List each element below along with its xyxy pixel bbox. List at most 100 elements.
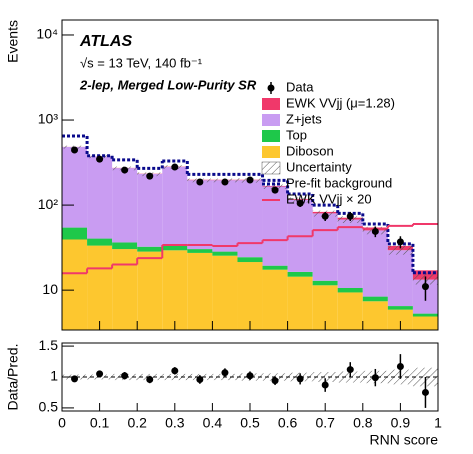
stack-bar (62, 239, 88, 330)
stack-bar (212, 180, 238, 252)
stack-bar (162, 245, 188, 251)
data-point (246, 176, 254, 184)
data-point (396, 238, 404, 246)
data-point (221, 178, 229, 186)
stack-bar (262, 186, 288, 266)
x-tick-label: 1 (434, 415, 442, 431)
legend-swatch (262, 146, 280, 158)
stack-bar (212, 255, 238, 330)
stack-bar (262, 269, 288, 330)
x-tick-label: 0.3 (165, 415, 185, 431)
data-point (196, 178, 204, 186)
stack-bar (62, 227, 88, 240)
ratio-point (321, 381, 329, 389)
y-tick-label: 10² (38, 196, 59, 212)
region-label: 2-lep, Merged Low-Purity SR (79, 77, 257, 92)
stack-bar (212, 251, 238, 256)
stack-bar (287, 271, 313, 277)
legend-swatch (262, 130, 280, 142)
legend-label: Top (286, 127, 307, 142)
stack-bar (237, 180, 263, 258)
data-point (271, 186, 279, 194)
stack-bar (312, 213, 338, 281)
ratio-point (421, 388, 429, 396)
stack-bar (112, 242, 138, 250)
stack-bar (287, 276, 313, 330)
ratio-point (96, 370, 104, 378)
stack-bar (87, 156, 113, 239)
stack-bar (137, 173, 163, 247)
stack-bar (412, 313, 438, 317)
legend-swatch (261, 161, 281, 175)
x-tick-label: 0 (58, 415, 66, 431)
stack-bar (337, 219, 363, 288)
stack-bar (337, 287, 363, 293)
stack-bar (162, 250, 188, 330)
data-point (146, 172, 154, 180)
x-tick-label: 0.6 (278, 415, 298, 431)
ratio-point (371, 374, 379, 382)
stack-bar (362, 301, 388, 330)
y-axis-label: Events (5, 20, 21, 63)
legend-label: Data (286, 79, 314, 94)
ratio-point (246, 372, 254, 380)
stack-bar (187, 252, 213, 330)
ratio-point (71, 375, 79, 383)
legend-label: Uncertainty (286, 159, 352, 174)
legend-label: EWK VVjj × 20 (286, 191, 372, 206)
data-point (296, 199, 304, 207)
ratio-point (121, 372, 129, 380)
stack-bar (137, 251, 163, 330)
data-point (321, 212, 329, 220)
stack-bar (237, 257, 263, 263)
frame (61, 342, 439, 412)
stack-bar (237, 262, 263, 330)
stack-bar (112, 168, 138, 243)
stack-bar (262, 265, 288, 270)
x-tick-label: 0.7 (315, 415, 335, 431)
x-tick-label: 0.9 (391, 415, 411, 431)
stack-bar (387, 250, 413, 307)
stack-bar (187, 249, 213, 253)
data-point (346, 212, 354, 220)
ratio-point (146, 375, 154, 383)
atlas-label: ATLAS (79, 33, 132, 50)
ratio-point (396, 362, 404, 370)
stack-bar (412, 316, 438, 330)
stack-bar (112, 249, 138, 330)
data-point (121, 166, 129, 174)
legend-label: Diboson (286, 143, 334, 158)
ratio-point (346, 366, 354, 374)
legend-swatch (262, 98, 280, 110)
x-tick-label: 0.8 (353, 415, 373, 431)
x-tick-label: 0.1 (90, 415, 110, 431)
data-point (96, 155, 104, 163)
stack-bar (312, 280, 338, 286)
ratio-point (296, 375, 304, 383)
stack-bar (362, 230, 388, 297)
x-tick-label: 0.5 (240, 415, 260, 431)
stack-bar (337, 292, 363, 330)
y-tick-label: 1 (50, 368, 58, 384)
data-point (71, 146, 79, 154)
y-tick-label: 1.5 (39, 337, 59, 353)
y-tick-label: 10 (42, 281, 58, 297)
energy-label: √s = 13 TeV, 140 fb⁻¹ (80, 55, 203, 70)
ratio-plot (62, 354, 438, 408)
ratio-point (171, 367, 179, 375)
data-point (421, 283, 429, 291)
x-tick-label: 0.2 (127, 415, 147, 431)
x-tick-label: 0.4 (203, 415, 223, 431)
stack-bar (362, 296, 388, 302)
legend-label: Pre-fit background (286, 175, 392, 190)
stack-bar (387, 306, 413, 310)
ratio-point (271, 377, 279, 385)
stack-bar (387, 309, 413, 330)
legend-label: EWK VVjj (μ=1.28) (286, 95, 395, 110)
x-axis-label: RNN score (370, 432, 439, 448)
ratio-uncertainty (312, 372, 338, 382)
frame (61, 19, 439, 331)
stack-bar (62, 146, 88, 228)
